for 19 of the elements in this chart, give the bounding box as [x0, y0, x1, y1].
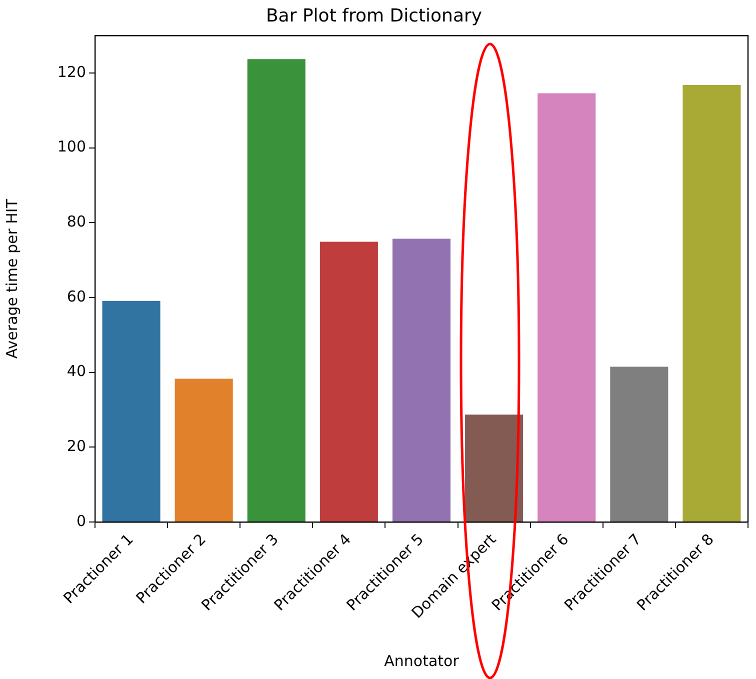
y-tick-label: 40 — [66, 362, 86, 380]
y-tick-label: 120 — [57, 62, 86, 81]
bar — [610, 366, 668, 522]
chart-title: Bar Plot from Dictionary — [266, 5, 482, 26]
bar — [174, 378, 233, 522]
bar — [465, 414, 524, 522]
bar — [247, 59, 306, 522]
bar — [320, 242, 378, 522]
bar — [102, 300, 160, 522]
bar — [682, 84, 741, 522]
y-tick-label: 20 — [66, 437, 86, 456]
y-tick-label: 100 — [57, 138, 86, 156]
x-axis-title: Annotator — [384, 652, 460, 670]
bar — [392, 238, 451, 522]
y-axis-title: Average time per HIT — [2, 198, 21, 359]
y-tick-label: 0 — [76, 512, 86, 530]
y-tick-label: 80 — [66, 212, 86, 231]
y-tick-label: 60 — [66, 287, 86, 306]
bar — [538, 93, 596, 522]
